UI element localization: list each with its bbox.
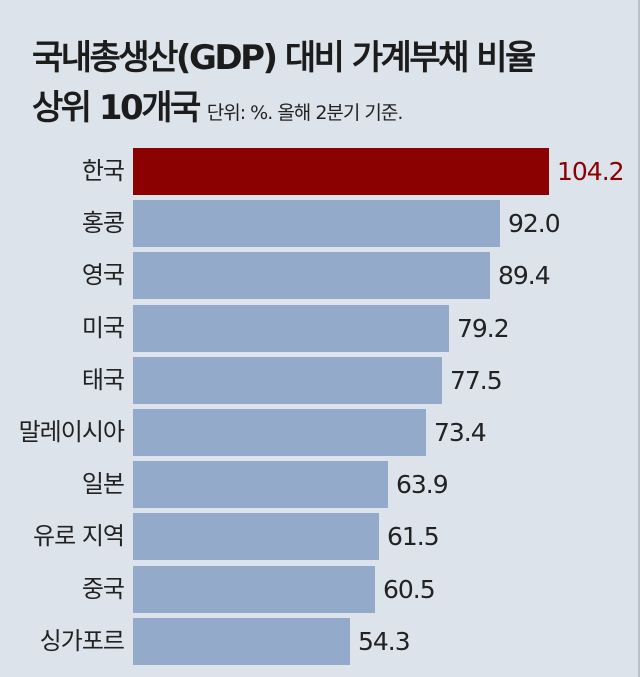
category-label: 유로 지역 <box>33 522 125 551</box>
bar-row: 유로 지역 61.5 <box>0 513 640 561</box>
bar <box>133 200 500 248</box>
right-edge-divider <box>638 0 640 677</box>
value-label: 89.4 <box>498 261 551 291</box>
value-label: 73.4 <box>434 418 487 447</box>
category-label: 싱가포르 <box>39 626 125 655</box>
chart-title: 국내총생산(GDP) 대비 가계부채 비율 <box>32 38 536 78</box>
bar <box>133 356 442 404</box>
value-label: 77.5 <box>450 365 503 395</box>
value-label: 92.0 <box>508 209 561 239</box>
value-label: 63.9 <box>396 470 449 500</box>
bar-row: 싱가포르 54.3 <box>0 617 640 665</box>
bar-row: 일본 63.9 <box>0 461 640 509</box>
bar-row: 홍콩 92.0 <box>0 200 640 248</box>
bar-row: 영국 89.4 <box>0 252 640 300</box>
value-label: 61.5 <box>387 522 440 552</box>
chart-title-sub: 상위 10개국 <box>32 88 201 128</box>
category-label: 태국 <box>81 365 125 394</box>
bar-row: 말레이시아 73.4 <box>0 409 640 456</box>
unit-note: 단위: %. 올해 2분기 기준. <box>206 102 404 124</box>
bar <box>133 304 449 352</box>
bar <box>133 252 490 300</box>
bar <box>133 565 375 613</box>
category-label: 영국 <box>81 261 125 290</box>
value-label: 104.2 <box>557 157 625 186</box>
category-label: 일본 <box>81 470 125 499</box>
bar <box>133 409 426 456</box>
bar <box>133 461 388 509</box>
category-label: 말레이시아 <box>18 418 125 446</box>
value-label: 79.2 <box>457 313 510 343</box>
bar-row: 중국 60.5 <box>0 565 640 613</box>
category-label: 홍콩 <box>81 209 125 238</box>
bar <box>133 513 379 561</box>
category-label: 한국 <box>81 157 125 185</box>
bar-row: 한국 104.2 <box>0 148 640 195</box>
bar <box>133 617 350 665</box>
chart-title-line2: 상위 10개국 단위: %. 올해 2분기 기준. <box>32 80 404 129</box>
category-label: 미국 <box>81 313 125 342</box>
bar-row: 미국 79.2 <box>0 304 640 352</box>
value-label: 54.3 <box>358 626 411 656</box>
bar-row: 태국 77.5 <box>0 356 640 404</box>
category-label: 중국 <box>81 574 125 603</box>
bar <box>133 148 549 195</box>
value-label: 60.5 <box>383 574 436 604</box>
